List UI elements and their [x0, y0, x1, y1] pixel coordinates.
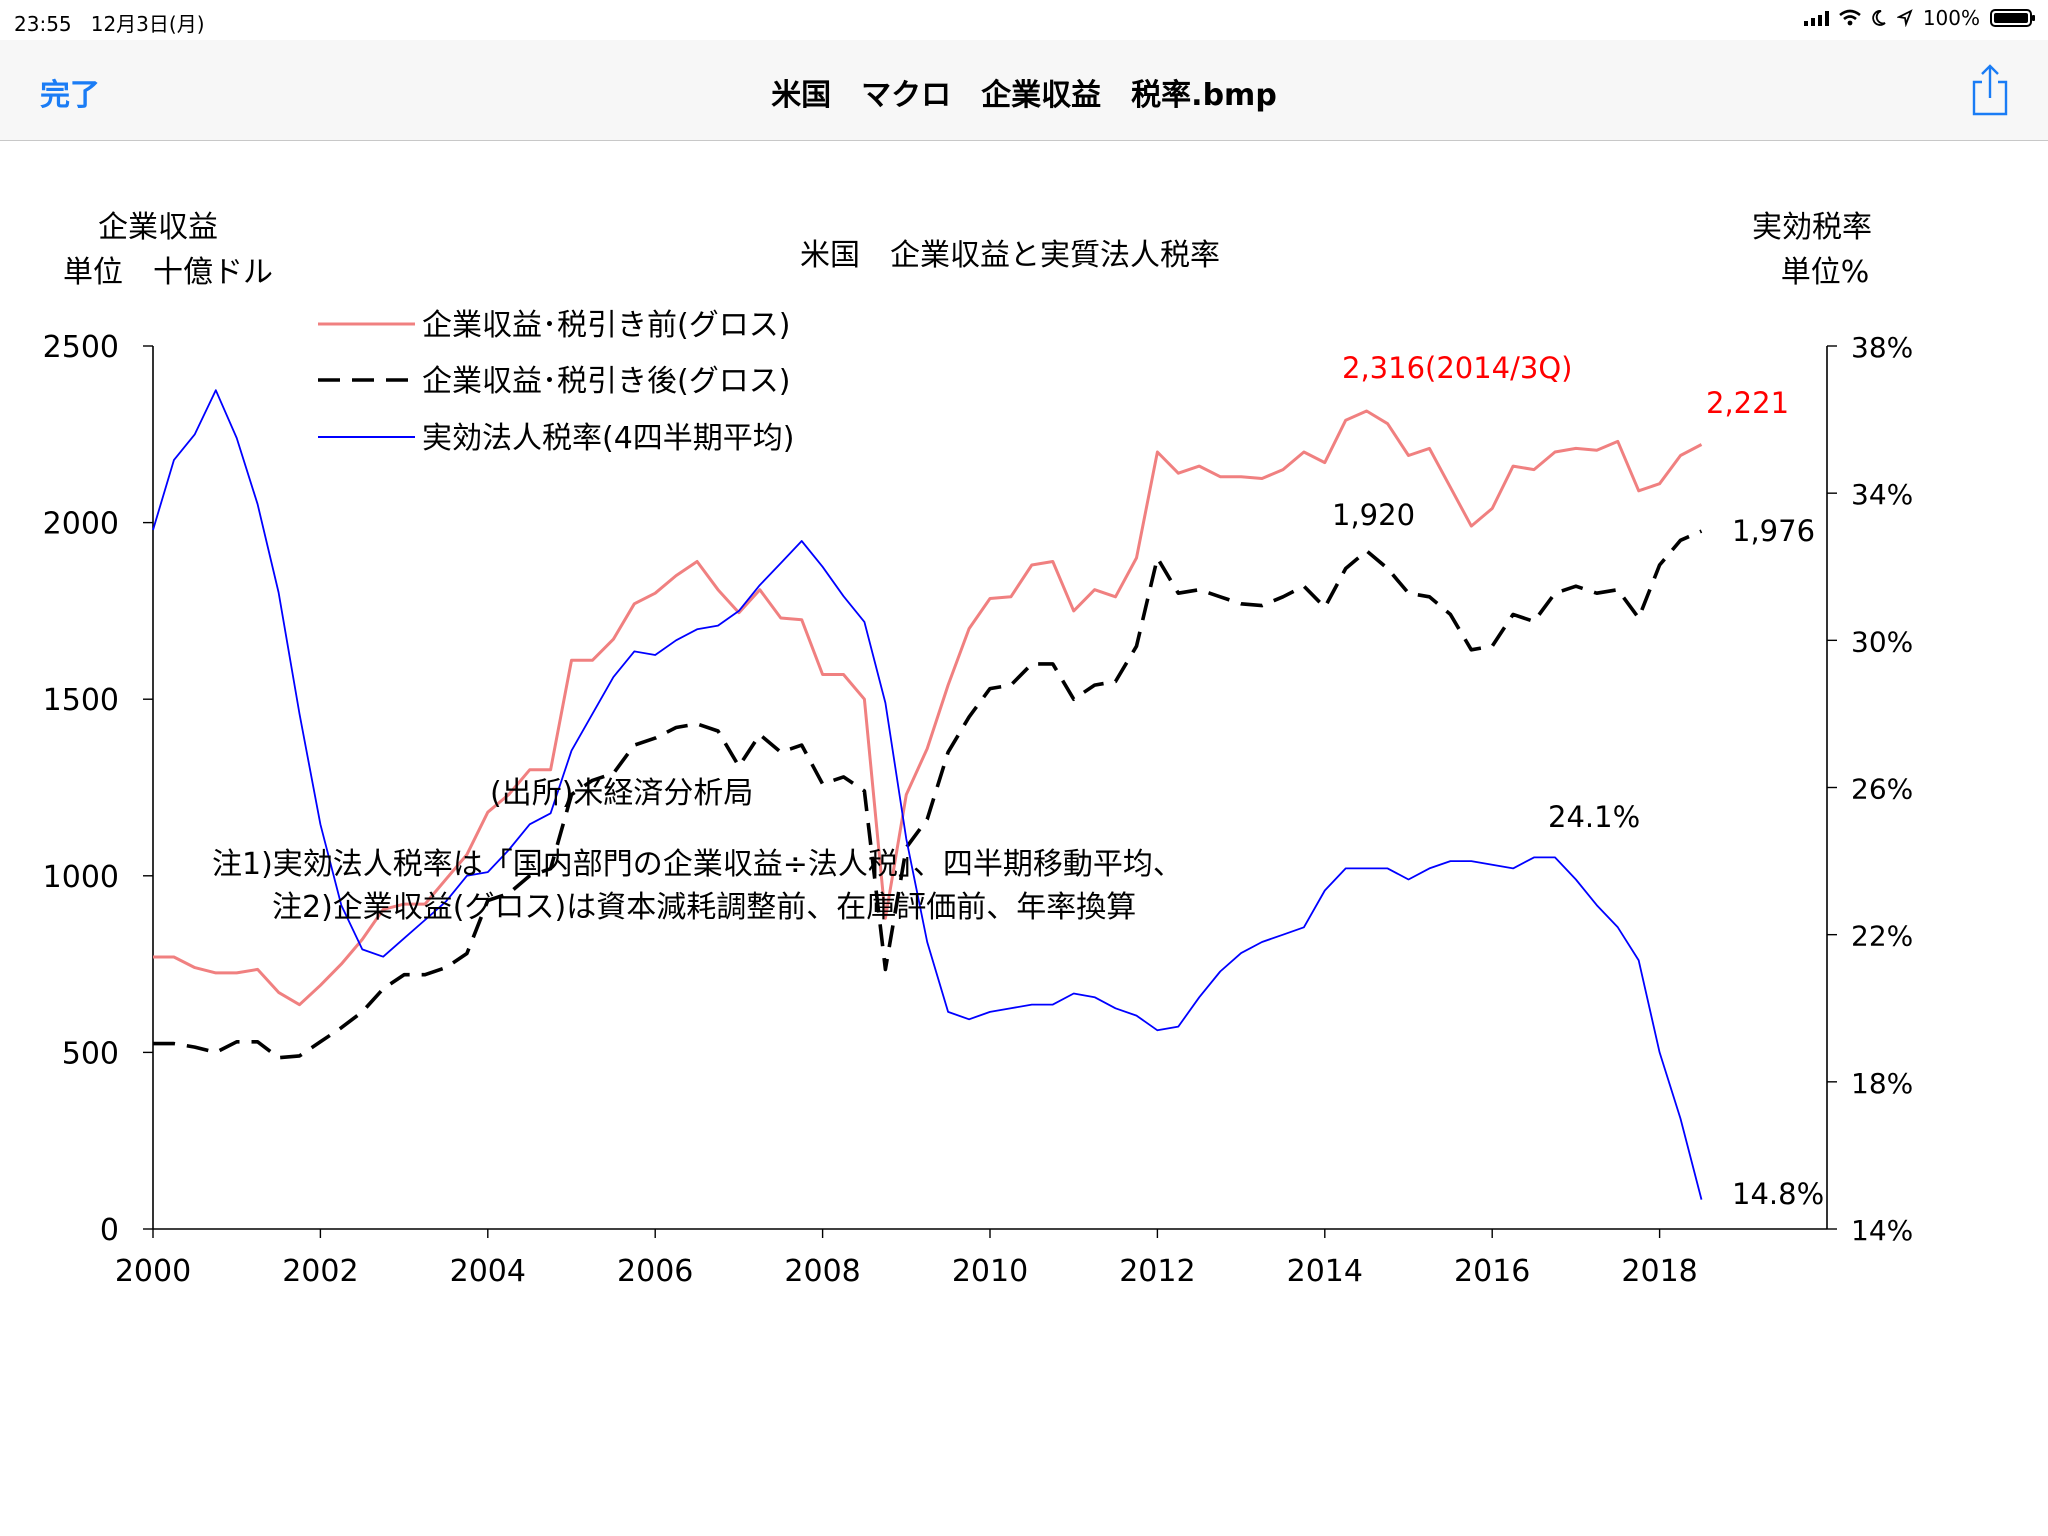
series-line-3	[152, 389, 1703, 1200]
left-tick-label: 1500	[43, 683, 119, 718]
right-tick-label: 18%	[1851, 1067, 1913, 1100]
x-tick-label: 2004	[450, 1254, 526, 1289]
x-tick-label: 2008	[784, 1254, 860, 1289]
series-lines	[152, 389, 1703, 1200]
battery-percent: 100%	[1922, 6, 1980, 30]
left-tick-label: 2000	[43, 507, 119, 542]
status-date: 12月3日(月)	[90, 12, 205, 36]
axes: 2000 2002 2004 2006 2008 2010 2012 2014 2016 2018…	[43, 330, 1914, 1289]
battery-fill	[1994, 13, 2028, 23]
x-tick-label: 2018	[1621, 1254, 1697, 1289]
wifi-icon	[1839, 9, 1861, 26]
status-bar: 23:55 12月3日(月) 100%	[0, 0, 2048, 40]
x-tick-label: 2006	[617, 1254, 693, 1289]
moon-icon	[1872, 10, 1886, 26]
left-tick-label: 1000	[43, 860, 119, 895]
data-label-4: 1,976	[1732, 514, 1815, 548]
right-tick-label: 26%	[1851, 773, 1913, 806]
source-note: (出所)米経済分析局	[490, 776, 753, 811]
left-tick-label: 500	[62, 1036, 119, 1071]
x-tick-label: 2014	[1287, 1254, 1363, 1289]
right-tick-label: 34%	[1851, 478, 1913, 511]
left-axis-title-line1: 企業収益	[98, 210, 218, 245]
data-label-2: 2,221	[1706, 386, 1789, 420]
data-label-3: 1,920	[1332, 498, 1415, 532]
data-label-5: 24.1%	[1548, 800, 1640, 834]
series-line-2	[153, 529, 1703, 1060]
x-tick-label: 2012	[1119, 1254, 1195, 1289]
done-button[interactable]: 完了	[40, 78, 100, 113]
x-tick-label: 2002	[282, 1254, 358, 1289]
image-viewer: 2000 2002 2004 2006 2008 2010 2012 2014 2016 2018…	[0, 141, 2048, 1536]
data-label-1: 2,316(2014/3Q)	[1342, 351, 1573, 385]
right-axis-title-line2: 単位%	[1781, 255, 1870, 290]
series-line-1	[153, 409, 1703, 1007]
note-2: 注2)企業収益(グロス)は資本減耗調整前、在庫評価前、年率換算	[272, 890, 1136, 925]
share-icon[interactable]	[1968, 62, 2012, 118]
signal-icon	[1803, 10, 1829, 26]
left-tick-label: 0	[100, 1213, 119, 1248]
right-tick-label: 14%	[1851, 1214, 1913, 1247]
status-time: 23:55 12月3日(月)	[14, 8, 205, 37]
x-tick-label: 2000	[115, 1254, 191, 1289]
status-clock: 23:55	[14, 12, 72, 36]
left-tick-label: 2500	[43, 330, 119, 365]
chart: 2000 2002 2004 2006 2008 2010 2012 2014 2016 2018…	[43, 210, 1914, 1289]
battery-icon	[1990, 9, 2035, 27]
chart-title: 米国 企業収益と実質法人税率	[800, 238, 1220, 273]
x-tick-label: 2016	[1454, 1254, 1530, 1289]
navigation-bar: 完了 米国 マクロ 企業収益 税率.bmp	[0, 40, 2048, 141]
legend-label-1: 企業収益･税引き前(グロス)	[422, 308, 790, 343]
left-axis-title-line2: 単位 十億ドル	[63, 255, 273, 290]
note-1: 注1)実効法人税率は「国内部門の企業収益÷法人税」、四半期移動平均、	[212, 847, 1183, 882]
legend: 企業収益･税引き前(グロス) 企業収益･税引き後(グロス) 実効法人税率(4四半期平…	[318, 308, 795, 456]
right-tick-label: 30%	[1851, 625, 1913, 658]
right-tick-label: 38%	[1851, 331, 1913, 364]
legend-label-2: 企業収益･税引き後(グロス)	[422, 364, 790, 399]
annotations: 2,316(2014/3Q) 2,221 1,920 1,976 24.1% 14.8%	[1332, 351, 1824, 1211]
location-arrow-icon	[1896, 9, 1913, 27]
file-title: 米国 マクロ 企業収益 税率.bmp	[771, 78, 1277, 113]
right-axis-title-line1: 実効税率	[1752, 210, 1872, 245]
right-tick-label: 22%	[1851, 920, 1913, 953]
x-tick-label: 2010	[952, 1254, 1028, 1289]
data-label-6: 14.8%	[1732, 1177, 1824, 1211]
legend-label-3: 実効法人税率(4四半期平均)	[422, 421, 795, 456]
chart-text: 米国 企業収益と実質法人税率 企業収益 単位 十億ドル 実効税率 単位% (出所…	[63, 210, 1872, 925]
status-right: 100%	[1803, 6, 2035, 30]
